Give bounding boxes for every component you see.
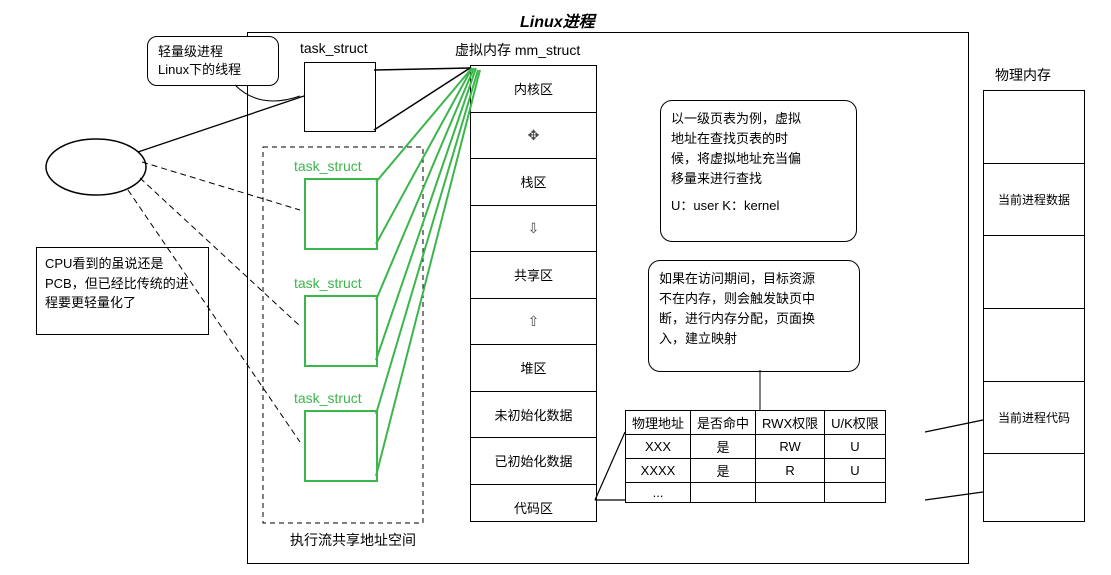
pt-row-1: XXXX是RU <box>626 459 886 483</box>
pt-l2: 地址在查找页表的时 <box>671 129 846 149</box>
task-struct-3-box <box>304 410 378 482</box>
pt-header-3: U/K权限 <box>825 411 886 435</box>
phys-cell-0 <box>984 91 1084 163</box>
pt-row-0: XXX是RWU <box>626 435 886 459</box>
task-struct-2-box <box>304 295 378 367</box>
pf-l2: 不在内存，则会触发缺页中 <box>659 289 849 309</box>
move-icon: ✥ <box>528 127 540 144</box>
mm-region-6: 堆区 <box>471 344 596 391</box>
callout-cpu-note: CPU看到的虽说还是PCB，但已经比传统的进程要更轻量化了 <box>36 247 209 335</box>
pt-row-2: ... <box>626 483 886 503</box>
callout-line1: 轻量级进程 <box>158 43 268 61</box>
pt-cell-2-2 <box>756 483 825 503</box>
mm-struct-column: 内核区✥栈区⇩共享区⇧堆区未初始化数据已初始化数据代码区 <box>470 65 597 522</box>
pt-header-0: 物理地址 <box>626 411 691 435</box>
phys-cell-3 <box>984 308 1084 381</box>
pt-cell-2-3 <box>825 483 886 503</box>
mm-region-7: 未初始化数据 <box>471 391 596 438</box>
mm-region-8: 已初始化数据 <box>471 437 596 484</box>
cpu-label: CPU <box>80 158 112 175</box>
arrow-down-icon: ⇩ <box>528 220 540 237</box>
note-page-fault: 如果在访问期间，目标资源 不在内存，则会触发缺页中 断，进行内存分配，页面换 入… <box>648 260 860 372</box>
page-table: 物理地址是否命中RWX权限U/K权限XXX是RWUXXXX是RU... <box>625 410 886 503</box>
task-struct-main <box>304 62 376 132</box>
pt-cell-2-0: ... <box>626 483 691 503</box>
pt-cell-1-3: U <box>825 459 886 483</box>
mm-region-3: ⇩ <box>471 205 596 252</box>
task-struct-1-label: task_struct <box>294 158 362 174</box>
pt-header-2: RWX权限 <box>756 411 825 435</box>
pf-l4: 入，建立映射 <box>659 329 849 349</box>
pt-l1: 以一级页表为例，虚拟 <box>671 109 846 129</box>
phys-cell-5 <box>984 453 1084 526</box>
mm-region-1: ✥ <box>471 112 596 159</box>
arrow-up-icon: ⇧ <box>528 313 540 330</box>
pt-l5: U：user K：kernel <box>671 196 846 216</box>
pt-cell-0-1: 是 <box>691 435 756 459</box>
pf-l1: 如果在访问期间，目标资源 <box>659 269 849 289</box>
mm-region-0: 内核区 <box>471 66 596 112</box>
phys-cell-4: 当前进程代码 <box>984 381 1084 454</box>
share-space-label: 执行流共享地址空间 <box>290 530 416 550</box>
task-struct-3-label: task_struct <box>294 390 362 406</box>
pt-l3: 候，将虚拟地址充当偏 <box>671 149 846 169</box>
pt-cell-2-1 <box>691 483 756 503</box>
pt-cell-1-0: XXXX <box>626 459 691 483</box>
pt-cell-0-3: U <box>825 435 886 459</box>
mm-region-9: 代码区 <box>471 484 596 531</box>
pt-cell-0-2: RW <box>756 435 825 459</box>
phys-mem-title: 物理内存 <box>995 65 1051 85</box>
phys-mem-column: 当前进程数据当前进程代码 <box>983 90 1085 522</box>
mm-struct-title: 虚拟内存 mm_struct <box>455 40 580 60</box>
pt-cell-1-2: R <box>756 459 825 483</box>
mm-region-4: 共享区 <box>471 251 596 298</box>
pf-l3: 断，进行内存分配，页面换 <box>659 309 849 329</box>
mm-region-2: 栈区 <box>471 158 596 205</box>
pt-l4: 移量来进行查找 <box>671 169 846 189</box>
task-struct-1-box <box>304 178 378 250</box>
task-struct-2-label: task_struct <box>294 275 362 291</box>
task-struct-header-label: task_struct <box>300 40 368 56</box>
callout-lightweight-thread: 轻量级进程 Linux下的线程 <box>147 36 279 86</box>
phys-cell-2 <box>984 235 1084 308</box>
diagram-title: Linux进程 <box>520 8 595 32</box>
callout-line2: Linux下的线程 <box>158 61 268 79</box>
diagram-root: Linux进程 task_struct task_struct task_str… <box>0 0 1111 575</box>
pt-cell-1-1: 是 <box>691 459 756 483</box>
pt-header-1: 是否命中 <box>691 411 756 435</box>
pt-cell-0-0: XXX <box>626 435 691 459</box>
phys-cell-1: 当前进程数据 <box>984 163 1084 236</box>
note-page-table: 以一级页表为例，虚拟 地址在查找页表的时 候，将虚拟地址充当偏 移量来进行查找 … <box>660 100 857 242</box>
mm-region-5: ⇧ <box>471 298 596 345</box>
